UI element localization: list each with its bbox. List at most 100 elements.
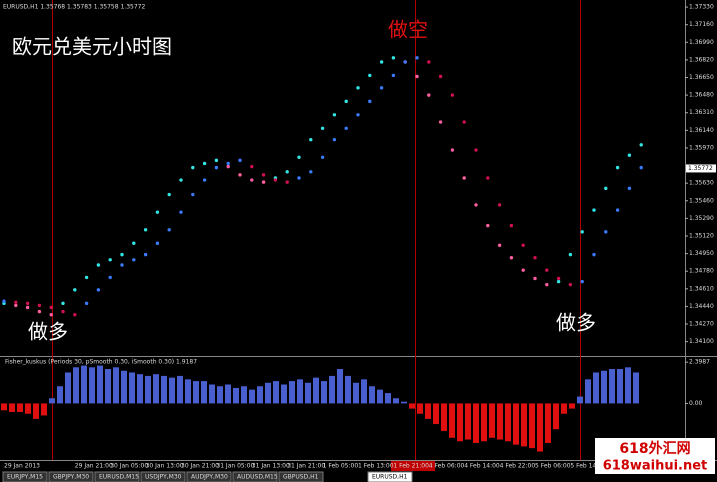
histogram-bar xyxy=(617,369,623,404)
indicator-dot xyxy=(533,276,537,281)
indicator-dot xyxy=(143,228,148,232)
indicator-dot xyxy=(191,192,195,197)
histogram-bar xyxy=(25,403,31,414)
indicator-dot xyxy=(73,313,77,317)
indicator-dot xyxy=(49,313,53,317)
histogram-bar xyxy=(281,384,287,404)
y-tick-label: 1.34270 xyxy=(689,321,714,328)
histogram-bar xyxy=(457,403,463,442)
tab-label[interactable]: USDJPY,M30 xyxy=(145,474,182,481)
indicator-dot xyxy=(462,176,466,180)
tab-label[interactable]: GBPJPY,M30 xyxy=(53,474,89,481)
y-tick-label: 1.36310 xyxy=(689,109,714,116)
indicator-dot xyxy=(202,161,207,166)
indicator-dot xyxy=(250,178,254,182)
indicator-dot xyxy=(96,288,101,292)
indicator-dot xyxy=(14,303,18,308)
x-tick-label: 4 Feb 06:00 xyxy=(429,463,465,470)
indicator-dot xyxy=(2,299,6,303)
histogram-bar xyxy=(585,379,591,404)
tab-label[interactable]: GBPUSD,H1 xyxy=(283,474,319,481)
histogram-bar xyxy=(33,403,39,419)
indicator-dot xyxy=(273,178,278,182)
tab[interactable] xyxy=(94,471,140,482)
histogram-bar xyxy=(209,384,215,404)
tab[interactable] xyxy=(186,471,232,482)
indicator-dot xyxy=(61,309,65,314)
indicator-dot xyxy=(108,258,112,262)
indicator-dot xyxy=(179,210,183,214)
histogram-bar xyxy=(481,403,487,442)
indicator-dot xyxy=(226,161,230,166)
y-tick-label: 1.36990 xyxy=(689,39,714,46)
indicator-dot xyxy=(179,178,183,182)
histogram-bar xyxy=(89,367,95,404)
annotation: 做空 xyxy=(388,18,428,42)
histogram-bar xyxy=(121,370,127,404)
tab-label[interactable]: EURUSD,H1 xyxy=(372,474,408,481)
y-tick-label: 1.35460 xyxy=(689,197,714,204)
histogram-bar xyxy=(329,375,335,404)
tab[interactable] xyxy=(140,471,186,482)
tab-label[interactable]: AUDUSD,M15 xyxy=(237,474,278,481)
histogram-bar xyxy=(393,398,399,404)
indicator-dot xyxy=(226,164,230,169)
indicator-dot xyxy=(167,192,171,197)
indicator-dot xyxy=(132,241,136,245)
histogram-bar xyxy=(625,367,631,404)
indicator-dot xyxy=(214,165,219,170)
indicator-dot xyxy=(427,93,431,97)
indicator-dot xyxy=(627,186,632,191)
histogram-bar xyxy=(369,386,375,404)
indicator-dot xyxy=(438,74,443,79)
tab[interactable] xyxy=(232,471,278,482)
indicator-dot xyxy=(84,275,89,280)
y-tick-label: 1.35630 xyxy=(689,180,714,187)
histogram-bar xyxy=(433,403,439,425)
histogram-bar xyxy=(249,389,255,404)
indicator-dot xyxy=(474,203,478,207)
tab-label[interactable]: EURJPY,M15 xyxy=(7,474,43,481)
indicator-dot xyxy=(214,158,219,163)
x-tick-label: 5 Feb 14:00 xyxy=(570,463,606,470)
indicator-dot xyxy=(450,93,455,97)
y-tick-label: 1.36820 xyxy=(689,56,714,63)
histogram-bar xyxy=(601,370,607,404)
tab[interactable] xyxy=(2,471,48,482)
indicator-title: Fisher_kuskus (Periods 30, pSmooth 0.30,… xyxy=(5,359,197,366)
histogram-bar xyxy=(465,403,471,440)
indicator-dot xyxy=(120,252,124,257)
tab-label[interactable]: EURUSD,M15 xyxy=(99,474,139,481)
indicator-dot xyxy=(332,113,337,117)
histogram-bar xyxy=(417,403,423,414)
y-tick-label: 1.35120 xyxy=(689,232,714,239)
indicator-dot xyxy=(297,176,301,180)
histogram-bar xyxy=(577,396,583,404)
indicator-dot xyxy=(368,99,372,104)
histogram-bar xyxy=(97,365,103,404)
indicator-dot xyxy=(639,165,643,170)
histogram-bar xyxy=(129,372,135,404)
histogram-bar xyxy=(265,382,271,404)
indicator-dot xyxy=(486,223,490,228)
time-highlight xyxy=(391,461,435,471)
tab-label[interactable]: AUDJPY,M30 xyxy=(191,474,228,481)
tab[interactable] xyxy=(278,471,324,482)
x-tick-label: 29 Jan 21:00 xyxy=(75,463,113,470)
x-tick-label: 30 Jan 13:00 xyxy=(146,463,184,470)
histogram-bar xyxy=(441,403,447,431)
chart-title: 欧元兑美元小时图 xyxy=(12,35,172,59)
indicator-dot xyxy=(415,56,419,60)
indicator-dot xyxy=(533,256,537,260)
tab[interactable] xyxy=(48,471,94,482)
y-tick-label: 1.34100 xyxy=(689,338,714,345)
indicator-dot xyxy=(438,120,443,124)
x-tick-label: 1 Feb 21:00 xyxy=(393,463,429,470)
histogram-bar xyxy=(137,374,143,404)
indicator-dot xyxy=(592,208,596,212)
indicator-dot xyxy=(261,173,266,177)
histogram-bar xyxy=(193,381,199,404)
indicator-dot xyxy=(556,276,561,281)
tab[interactable] xyxy=(367,471,413,482)
